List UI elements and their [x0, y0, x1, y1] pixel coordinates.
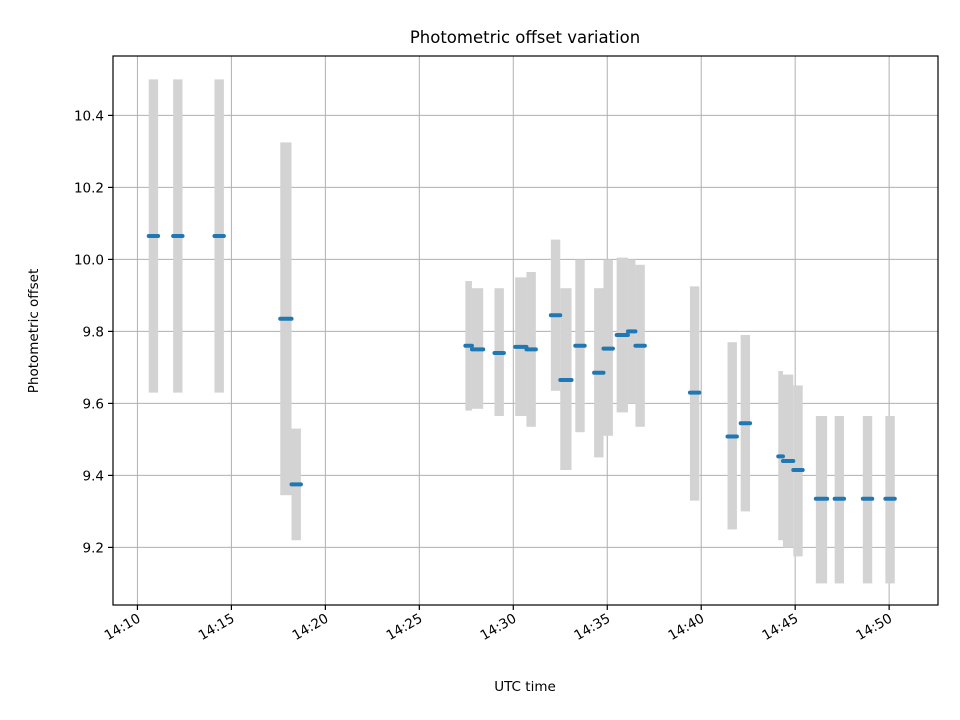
x-tick-label: 14:45	[759, 611, 801, 644]
x-tick-label: 14:10	[102, 611, 144, 644]
x-tick-label: 14:40	[666, 611, 708, 644]
y-tick-label: 10.4	[74, 108, 104, 124]
y-tick-label: 10.2	[74, 180, 104, 196]
x-tick-label: 14:35	[572, 611, 614, 644]
point-layer	[146, 234, 897, 501]
x-tick-label: 14:15	[196, 611, 238, 644]
y-tick-label: 10.0	[74, 252, 104, 268]
x-tick-label: 14:50	[853, 611, 895, 644]
x-tick-label: 14:20	[290, 611, 332, 644]
plot-frame	[112, 55, 939, 606]
chart-title: Photometric offset variation	[410, 28, 640, 47]
x-tick-label: 14:25	[384, 611, 426, 644]
y-tick-label: 9.8	[83, 324, 104, 340]
x-tick-label: 14:30	[478, 611, 520, 644]
x-axis-label: UTC time	[494, 679, 556, 695]
y-tick-label: 9.6	[83, 396, 104, 412]
y-tick-label: 9.2	[83, 540, 104, 556]
y-axis-label: Photometric offset	[26, 269, 42, 393]
y-tick-label: 9.4	[83, 468, 104, 484]
tick-layer: 14:10 14:15 14:20 14:25 14:30 14:35 14:40 14:45…	[74, 108, 895, 644]
